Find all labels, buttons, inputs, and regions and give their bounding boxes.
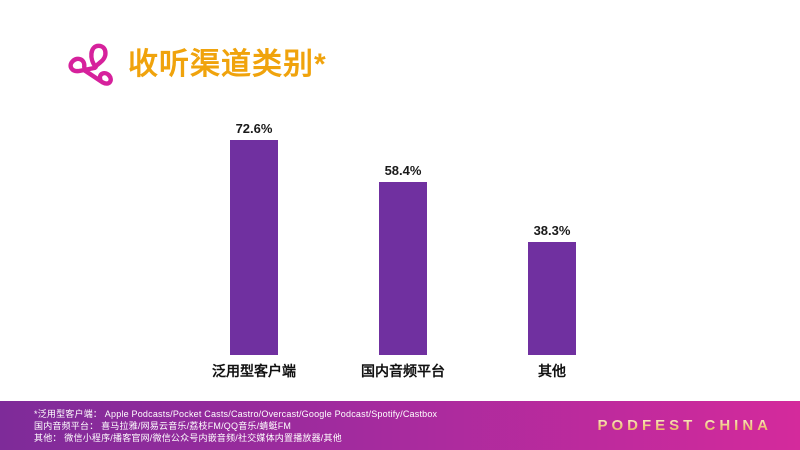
bar-track: 72.6%: [180, 120, 328, 355]
bar: [230, 140, 278, 355]
bar-category-label: 其他: [538, 363, 566, 379]
bar: [379, 182, 427, 355]
bar-value-label: 38.3%: [533, 223, 571, 238]
bar-value-label: 72.6%: [235, 121, 273, 136]
footnotes: *泛用型客户端： Apple Podcasts/Pocket Casts/Cas…: [34, 408, 437, 444]
bar-value-label: 58.4%: [384, 163, 422, 178]
bar: [528, 242, 576, 355]
bar-group: 72.6% 泛用型客户端: [180, 120, 328, 380]
footer: *泛用型客户端： Apple Podcasts/Pocket Casts/Cas…: [0, 401, 800, 450]
footnote-line: 其他： 微信小程序/播客官网/微信公众号内嵌音频/社交媒体内置播放器/其他: [34, 432, 342, 443]
footnote-line: 国内音频平台： 喜马拉雅/网易云音乐/荔枝FM/QQ音乐/蜻蜓FM: [34, 420, 292, 431]
bar-chart: 72.6% 泛用型客户端 58.4% 国内音频平台 38.3% 其他: [180, 120, 626, 380]
bar-group: 38.3% 其他: [478, 120, 626, 380]
bar-track: 38.3%: [478, 120, 626, 355]
brand-logo: PODFEST CHINA: [597, 417, 772, 434]
page-title: 收听渠道类别*: [128, 48, 327, 81]
footnote-line: *泛用型客户端： Apple Podcasts/Pocket Casts/Cas…: [34, 408, 438, 419]
ribbon-logo-icon: [68, 43, 113, 86]
bar-track: 58.4%: [329, 120, 477, 355]
bar-category-label: 泛用型客户端: [212, 363, 296, 379]
header: 收听渠道类别*: [66, 38, 327, 92]
bar-group: 58.4% 国内音频平台: [329, 120, 477, 380]
bar-category-label: 国内音频平台: [361, 363, 445, 379]
